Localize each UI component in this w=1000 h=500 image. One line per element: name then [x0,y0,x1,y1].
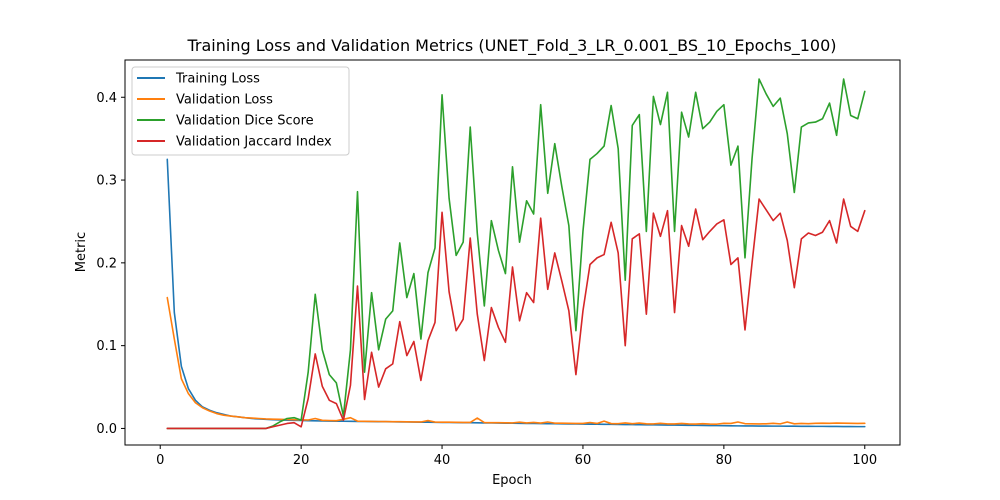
y-tick-label: 0.3 [96,174,117,189]
x-tick-label: 40 [434,453,451,468]
y-tick-label: 0.4 [96,91,117,106]
legend-label-0: Training Loss [175,72,260,87]
plot-frame [124,59,901,446]
series-line-2 [166,78,866,430]
y-tick-label: 0.1 [96,339,117,354]
y-tick-label: 0.2 [96,256,117,271]
x-tick-label: 60 [575,453,592,468]
x-tick-label: 80 [716,453,733,468]
legend-label-3: Validation Jaccard Index [176,135,332,150]
series-line-3 [166,198,866,430]
x-tick-label: 100 [852,453,877,468]
y-axis: 0.0 0.1 0.2 0.3 0.4 [96,91,125,437]
y-tick-label: 0.0 [96,422,117,437]
x-axis: 0 20 40 60 80 100 [156,445,877,468]
x-tick-label: 20 [293,453,310,468]
chart-title: Training Loss and Validation Metrics (UN… [186,36,836,56]
y-axis-label: Metric [74,232,89,272]
legend-label-2: Validation Dice Score [176,114,314,129]
legend-label-1: Validation Loss [176,93,273,108]
x-tick-label: 0 [156,453,164,468]
x-axis-label: Epoch [492,473,532,488]
series-layer [166,78,866,430]
legend-box [131,66,350,156]
legend: Training Loss Validation Loss Validation D… [131,66,350,156]
